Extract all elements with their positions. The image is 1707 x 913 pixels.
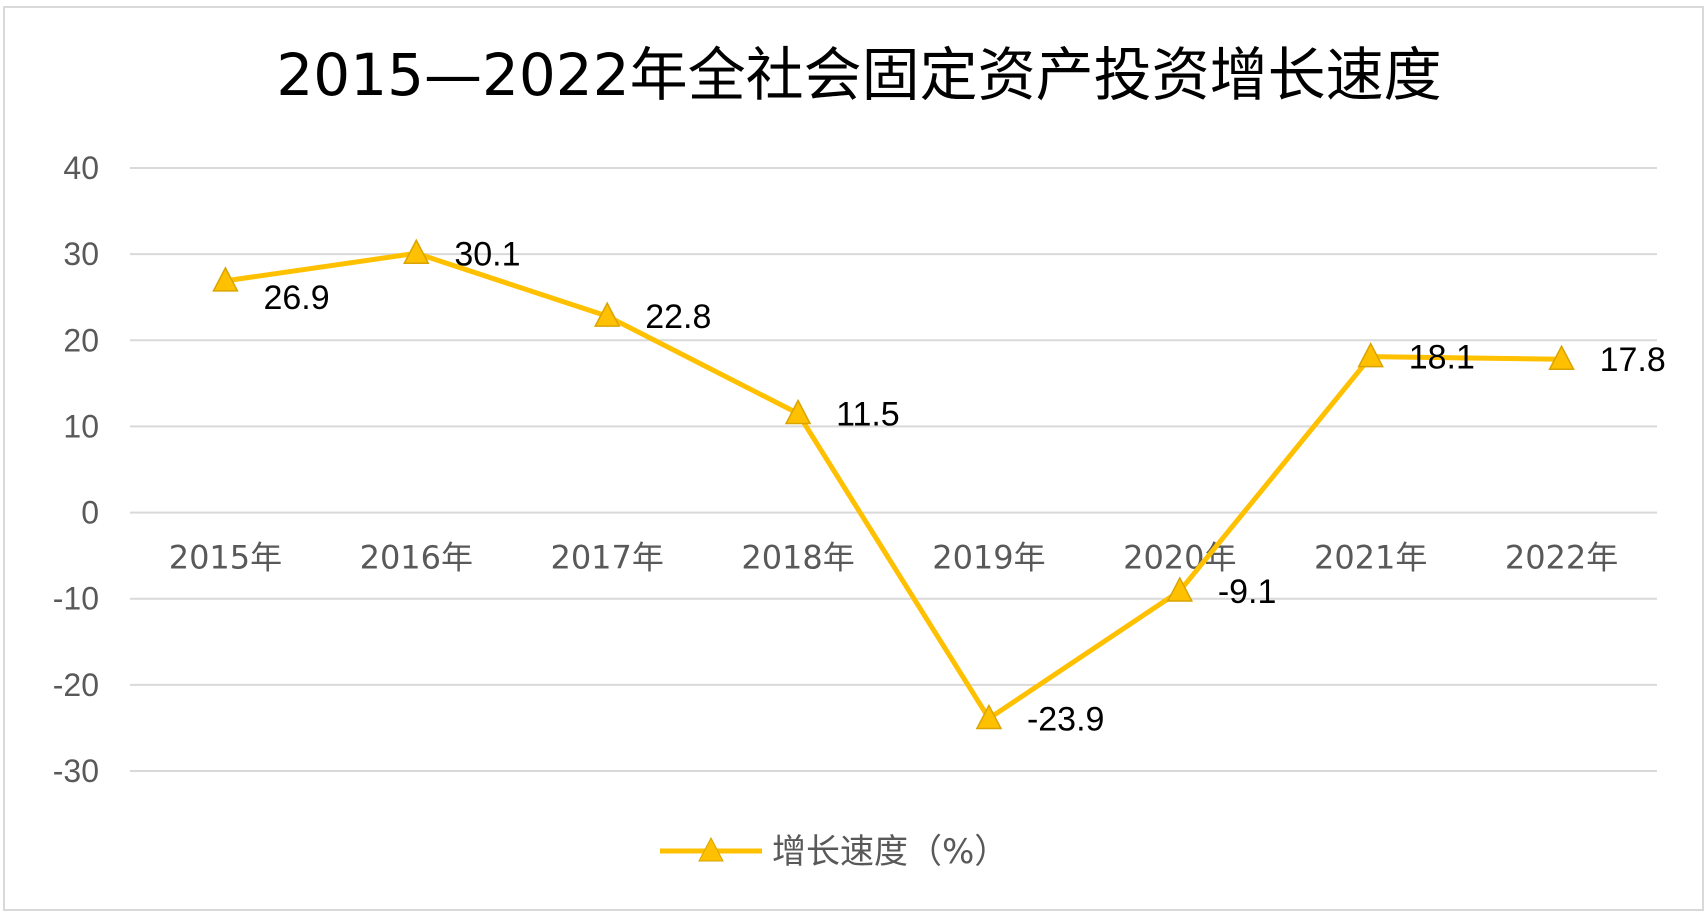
- x-tick-label: 2018年: [741, 539, 854, 577]
- data-label: 18.1: [1409, 339, 1475, 377]
- series-line-group: [225, 250, 1562, 721]
- data-point-marker: [1357, 342, 1384, 368]
- data-label: 26.9: [263, 279, 329, 317]
- data-label: 17.8: [1600, 341, 1666, 379]
- data-point-marker: [784, 398, 812, 425]
- y-tick-label: -10: [53, 581, 99, 617]
- data-label: 30.1: [454, 235, 520, 273]
- legend: 增长速度（%）: [660, 832, 1008, 872]
- series-markers: [212, 238, 1575, 730]
- data-point-marker: [212, 266, 239, 292]
- data-label: -23.9: [1027, 700, 1105, 738]
- data-point-marker: [593, 301, 621, 327]
- data-point-marker: [403, 238, 430, 265]
- y-tick-label: 0: [81, 495, 99, 531]
- data-point-marker: [975, 703, 1003, 730]
- data-labels: 26.9 30.1 22.8 11.5 -23.9 -9.1 18.1 17.8: [263, 235, 1665, 738]
- y-tick-label: 40: [63, 150, 99, 186]
- x-tick-label: 2019年: [932, 539, 1045, 577]
- chart-frame: [3, 6, 1704, 911]
- x-tick-label: 2016年: [360, 539, 473, 577]
- chart-title: 2015—2022年全社会固定资产投资增长速度: [276, 41, 1441, 109]
- y-axis-ticks: 40 30 20 10 0 -10 -20 -30: [53, 150, 99, 789]
- y-tick-label: 20: [63, 322, 99, 358]
- data-label: 22.8: [645, 298, 711, 336]
- data-label: 11.5: [836, 396, 900, 434]
- x-tick-label: 2022年: [1505, 539, 1618, 577]
- y-tick-label: 30: [63, 236, 99, 272]
- y-tick-label: 10: [63, 408, 99, 444]
- x-axis-ticks: 2015年 2016年 2017年 2018年 2019年 2020年 2021年 2022年: [169, 539, 1619, 577]
- data-label: -9.1: [1218, 573, 1277, 611]
- legend-triangle-icon: [698, 836, 724, 862]
- gridlines: [130, 167, 1657, 772]
- y-tick-label: -20: [53, 667, 99, 703]
- x-tick-label: 2021年: [1314, 539, 1427, 577]
- data-point-marker: [1166, 576, 1194, 602]
- x-tick-label: 2017年: [550, 539, 663, 577]
- series-line: [225, 250, 1562, 721]
- data-point-marker: [1548, 344, 1575, 370]
- y-tick-label: -30: [53, 753, 99, 789]
- legend-label: 增长速度（%）: [772, 832, 1008, 872]
- x-tick-label: 2015年: [169, 539, 282, 577]
